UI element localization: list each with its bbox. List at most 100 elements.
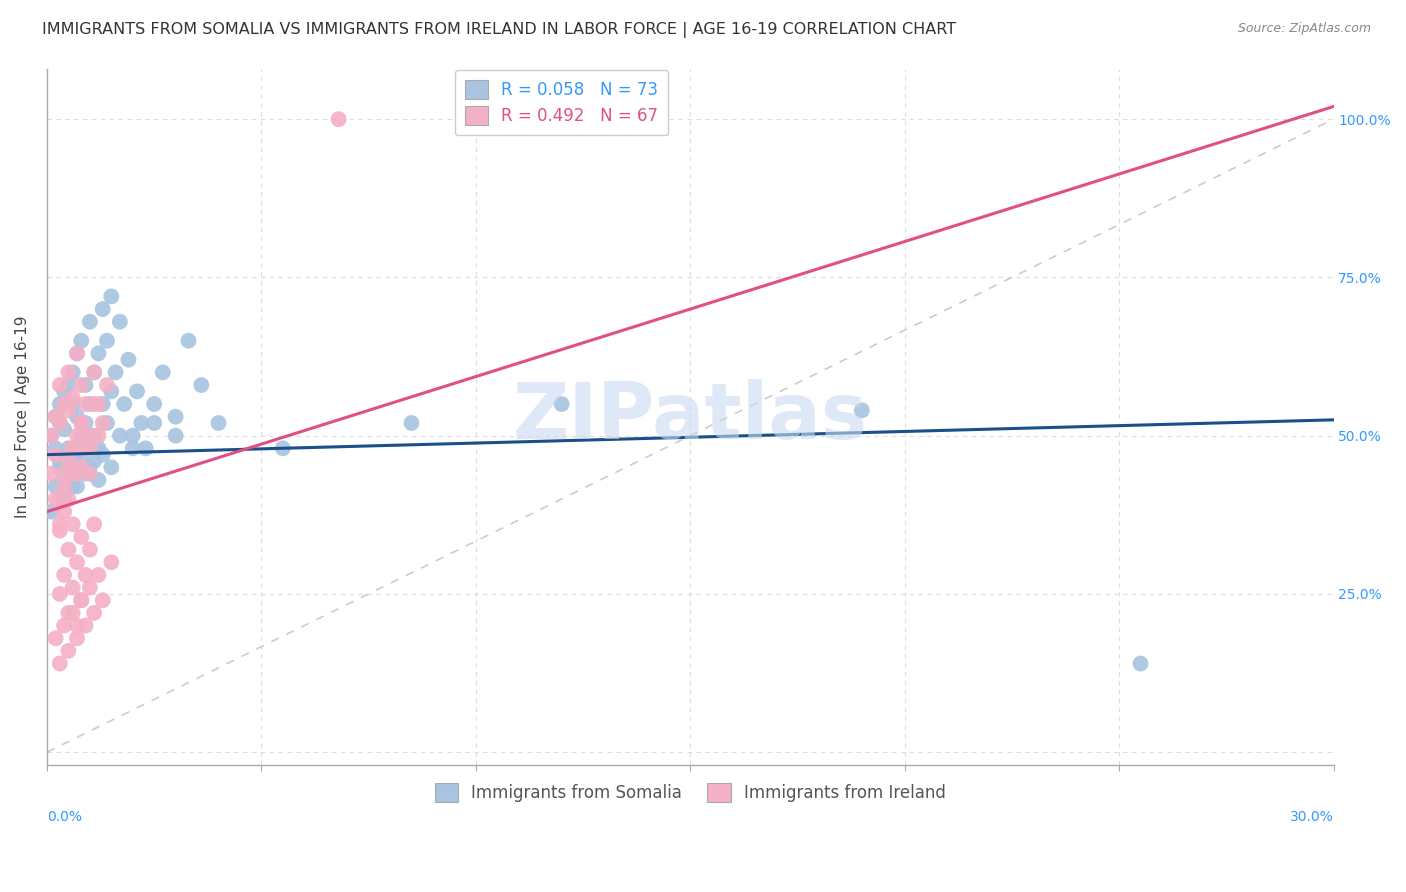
Point: [87, 442, 110, 456]
Point: [53, 384, 76, 399]
Point: [45, 632, 67, 646]
Point: [58, 454, 80, 468]
Point: [135, 442, 157, 456]
Point: [58, 403, 80, 417]
Point: [62, 391, 84, 405]
Point: [53, 467, 76, 481]
Point: [39, 428, 62, 442]
Legend: Immigrants from Somalia, Immigrants from Ireland: Immigrants from Somalia, Immigrants from…: [427, 776, 952, 809]
Point: [79, 442, 101, 456]
Point: [70, 334, 93, 348]
Point: [66, 618, 89, 632]
Point: [87, 346, 110, 360]
Point: [91, 416, 114, 430]
Point: [83, 517, 105, 532]
Point: [79, 460, 101, 475]
Point: [79, 428, 101, 442]
Point: [62, 442, 84, 456]
Point: [62, 581, 84, 595]
Point: [83, 454, 105, 468]
Point: [49, 397, 72, 411]
Point: [1129, 657, 1152, 671]
Point: [49, 657, 72, 671]
Point: [70, 460, 93, 475]
Point: [49, 524, 72, 538]
Point: [58, 467, 80, 481]
Point: [75, 397, 97, 411]
Point: [70, 530, 93, 544]
Point: [70, 593, 93, 607]
Point: [66, 479, 89, 493]
Point: [131, 416, 153, 430]
Point: [87, 473, 110, 487]
Point: [53, 467, 76, 481]
Point: [66, 555, 89, 569]
Point: [87, 568, 110, 582]
Point: [96, 416, 118, 430]
Point: [39, 505, 62, 519]
Point: [62, 397, 84, 411]
Point: [271, 442, 294, 456]
Point: [96, 334, 118, 348]
Y-axis label: In Labor Force | Age 16-19: In Labor Force | Age 16-19: [15, 316, 31, 518]
Point: [87, 397, 110, 411]
Point: [79, 428, 101, 442]
Point: [49, 491, 72, 506]
Point: [66, 346, 89, 360]
Point: [83, 397, 105, 411]
Point: [75, 467, 97, 481]
Point: [53, 618, 76, 632]
Point: [79, 467, 101, 481]
Point: [58, 442, 80, 456]
Point: [165, 428, 187, 442]
Point: [91, 397, 114, 411]
Point: [58, 473, 80, 487]
Point: [83, 428, 105, 442]
Point: [66, 448, 89, 462]
Point: [66, 428, 89, 442]
Point: [143, 397, 166, 411]
Point: [83, 365, 105, 379]
Point: [91, 301, 114, 316]
Point: [49, 517, 72, 532]
Point: [152, 365, 174, 379]
Point: [100, 460, 122, 475]
Point: [53, 491, 76, 506]
Point: [58, 542, 80, 557]
Point: [66, 409, 89, 424]
Point: [45, 491, 67, 506]
Point: [45, 409, 67, 424]
Point: [83, 365, 105, 379]
Point: [79, 542, 101, 557]
Point: [58, 365, 80, 379]
Point: [87, 428, 110, 442]
Point: [75, 378, 97, 392]
Point: [75, 618, 97, 632]
Point: [117, 352, 139, 367]
Point: [62, 606, 84, 620]
Point: [190, 378, 212, 392]
Point: [49, 587, 72, 601]
Point: [121, 442, 143, 456]
Point: [75, 442, 97, 456]
Point: [112, 397, 135, 411]
Point: [121, 428, 143, 442]
Point: [328, 112, 350, 127]
Point: [66, 632, 89, 646]
Point: [177, 334, 200, 348]
Point: [79, 315, 101, 329]
Point: [49, 416, 72, 430]
Text: 30.0%: 30.0%: [1289, 810, 1333, 824]
Point: [91, 448, 114, 462]
Text: 0.0%: 0.0%: [46, 810, 82, 824]
Point: [49, 460, 72, 475]
Point: [53, 422, 76, 436]
Point: [70, 454, 93, 468]
Point: [58, 644, 80, 658]
Point: [45, 409, 67, 424]
Point: [75, 568, 97, 582]
Point: [83, 606, 105, 620]
Point: [66, 467, 89, 481]
Point: [108, 428, 131, 442]
Text: ZIPatlas: ZIPatlas: [513, 379, 868, 455]
